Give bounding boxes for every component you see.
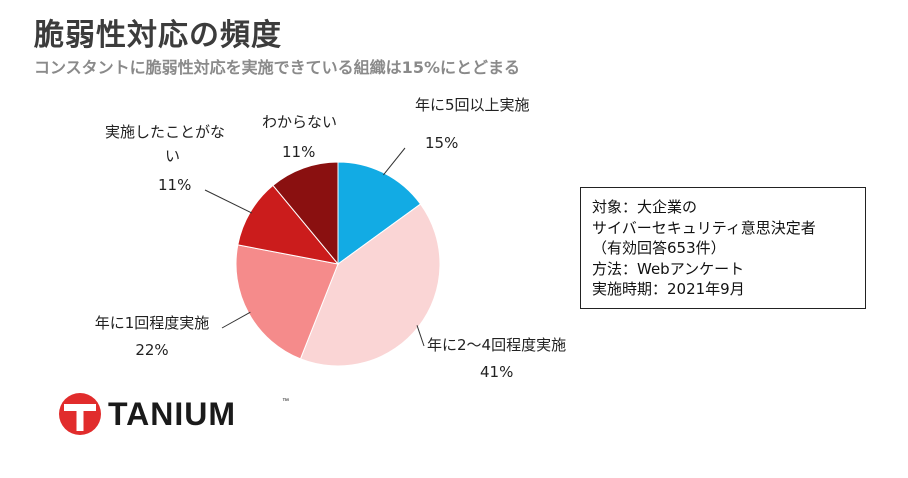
tanium-logo-icon xyxy=(59,393,101,435)
slice-label-4-line-2: い xyxy=(165,147,180,165)
leader-line-3 xyxy=(221,311,251,329)
info-line-method: 方法：Webアンケート xyxy=(592,259,745,278)
slice-value-5: 11% xyxy=(282,143,315,161)
info-line-responses: （有効回答653件） xyxy=(592,239,726,257)
leader-line-1 xyxy=(383,147,406,176)
tanium-logo-tm: ™ xyxy=(282,398,289,405)
slice-label-1: 年に5回以上実施 xyxy=(415,96,530,114)
info-line-target: 対象：大企業の xyxy=(592,198,698,216)
slice-value-1: 15% xyxy=(425,134,458,152)
pie-slice-2 xyxy=(299,203,441,367)
slice-label-5: わからない xyxy=(262,113,337,131)
slice-value-4: 11% xyxy=(158,176,191,194)
leader-line-4 xyxy=(204,189,253,214)
slice-label-2: 年に2〜4回程度実施 xyxy=(427,336,566,354)
survey-info-box: 対象：大企業の サイバーセキュリティ意思決定者 （有効回答653件） 方法：We… xyxy=(580,187,866,309)
slice-value-3: 22% xyxy=(135,341,168,359)
info-line-period: 実施時期：2021年9月 xyxy=(592,280,745,298)
pie-slice-5 xyxy=(272,161,339,266)
slice-label-4: 実施したことがな xyxy=(105,123,225,141)
page-subtitle: コンスタントに脆弱性対応を実施できている組織は15%にとどまる xyxy=(34,58,520,77)
slice-label-3: 年に1回程度実施 xyxy=(95,314,210,332)
page-title: 脆弱性対応の頻度 xyxy=(34,18,282,53)
info-line-target-detail: サイバーセキュリティ意思決定者 xyxy=(592,218,816,237)
slice-value-2: 41% xyxy=(480,363,513,381)
leader-line-2 xyxy=(416,325,425,347)
tanium-logo-text: TANIUM xyxy=(108,396,237,432)
